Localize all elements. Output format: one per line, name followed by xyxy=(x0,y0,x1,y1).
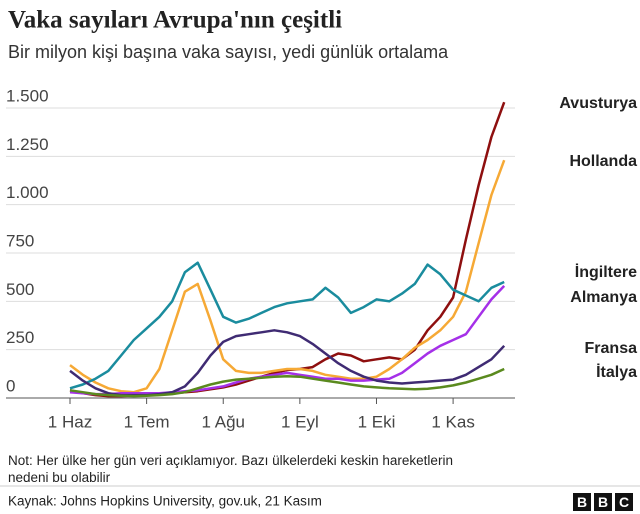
series-label: Fransa xyxy=(585,340,638,357)
series-line xyxy=(69,285,506,396)
y-tick-label: 250 xyxy=(6,328,34,347)
note: Not: Her ülke her gün veri açıklamıyor. … xyxy=(8,453,453,485)
x-tick-label: 1 Eki xyxy=(358,412,396,431)
series-line xyxy=(69,159,506,394)
x-tick-label: 1 Tem xyxy=(124,412,170,431)
series-label: İngiltere xyxy=(575,263,637,281)
x-tick-label: 1 Ağu xyxy=(201,412,245,431)
y-tick-label: 500 xyxy=(6,280,34,299)
series-label: Almanya xyxy=(570,289,637,306)
y-tick-label: 750 xyxy=(6,231,34,250)
series-line xyxy=(69,367,505,398)
series-label: İtalya xyxy=(596,363,637,381)
y-tick-label: 1.250 xyxy=(6,135,49,154)
x-tick-label: 1 Eyl xyxy=(281,412,319,431)
y-tick-label: 1.500 xyxy=(6,86,49,105)
series-label: Avusturya xyxy=(559,95,637,112)
source: Kaynak: Johns Hopkins University, gov.uk… xyxy=(8,494,322,509)
x-tick-label: 1 Haz xyxy=(48,412,92,431)
chart-subtitle: Bir milyon kişi başına vaka sayısı, yedi… xyxy=(8,42,449,62)
y-tick-label: 1.000 xyxy=(6,183,49,202)
series-label: Hollanda xyxy=(569,153,637,170)
chart-title: Vaka sayıları Avrupa'nın çeşitli xyxy=(8,7,342,34)
y-tick-label: 0 xyxy=(6,376,15,395)
series-line xyxy=(69,261,505,390)
x-tick-label: 1 Kas xyxy=(431,412,474,431)
series-line xyxy=(69,101,506,398)
